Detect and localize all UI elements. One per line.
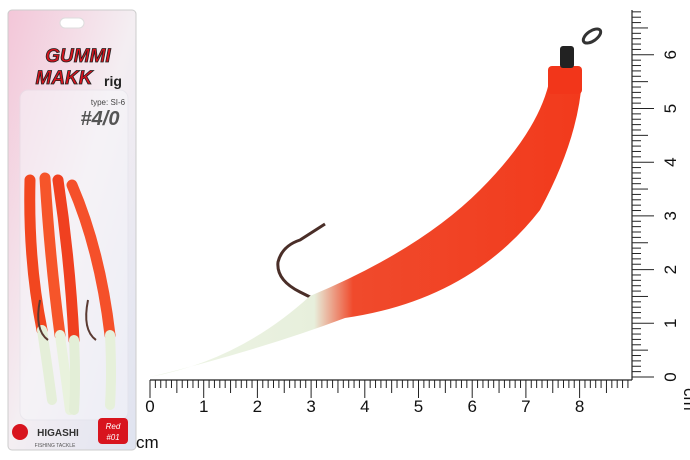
ruler-label: 4 — [360, 397, 369, 416]
ruler-label: 6 — [661, 50, 680, 59]
type-text: type: SI-6 — [91, 98, 126, 107]
packaged-lures — [24, 172, 116, 415]
ruler-label: 1 — [199, 397, 208, 416]
brand-line2: MAKK — [36, 68, 94, 89]
ruler-label: 7 — [521, 397, 530, 416]
package-card: GUMMI MAKK rig type: SI-6 #4/0 HIGASHI F… — [7, 9, 137, 451]
brand-suffix: rig — [104, 73, 122, 89]
vertical-unit-label: cm — [680, 388, 690, 411]
hook — [276, 222, 326, 300]
color-badge-line1: Red — [106, 422, 121, 431]
ruler-label: 5 — [414, 397, 423, 416]
ruler-label: 5 — [661, 104, 680, 113]
ruler-label: 6 — [467, 397, 476, 416]
brand-line1: GUMMI — [45, 46, 111, 67]
maker-name: HIGASHI — [37, 428, 79, 439]
color-badge-line2: #01 — [106, 433, 119, 442]
color-badge — [98, 418, 128, 444]
ruler-label: 1 — [661, 319, 680, 328]
ruler-label: 0 — [661, 372, 680, 381]
ruler-label: 3 — [661, 211, 680, 220]
ruler-label: 3 — [306, 397, 315, 416]
swivel — [560, 27, 603, 68]
higashi-logo-icon — [12, 424, 28, 440]
horizontal-unit-label: cm — [136, 433, 159, 452]
size-text: #4/0 — [81, 108, 120, 130]
ruler-label: 8 — [575, 397, 584, 416]
ruler-label: 2 — [661, 265, 680, 274]
lure-body — [150, 78, 582, 377]
ruler-label: 4 — [661, 157, 680, 166]
horizontal-ruler: 0 1 2 3 4 5 6 7 8 — [145, 379, 632, 416]
maker-tagline: FISHING TACKLE — [35, 443, 76, 449]
vertical-ruler: 0 1 2 3 4 5 6 — [631, 10, 680, 382]
ruler-label: 2 — [253, 397, 262, 416]
lure-head — [548, 66, 582, 94]
ruler-label: 0 — [145, 397, 154, 416]
